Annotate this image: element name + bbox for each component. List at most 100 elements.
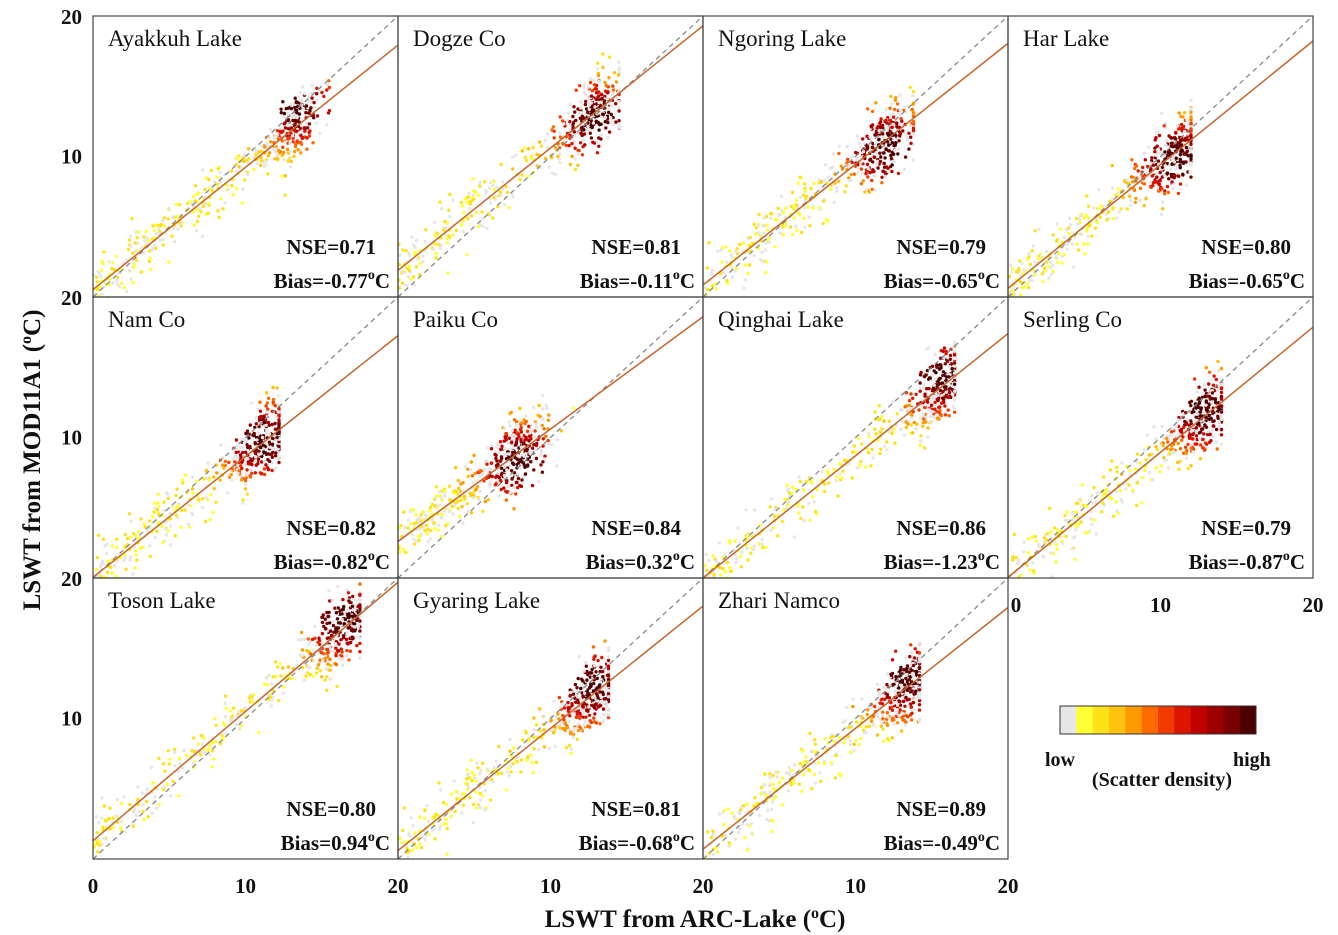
scatter-point <box>450 233 455 237</box>
scatter-point <box>1174 434 1178 438</box>
scatter-point <box>911 112 916 117</box>
scatter-point <box>256 431 260 435</box>
scatter-point <box>589 94 594 98</box>
scatter-point <box>532 405 536 410</box>
scatter-point <box>487 186 492 190</box>
scatter-point <box>600 92 604 97</box>
scatter-point <box>151 781 155 785</box>
scatter-point <box>459 200 464 205</box>
scatter-point <box>306 637 310 641</box>
scatter-point <box>204 468 209 473</box>
scatter-point <box>724 245 728 249</box>
scatter-point <box>713 586 716 589</box>
scatter-point <box>398 286 402 290</box>
scatter-point <box>1194 426 1199 430</box>
scatter-point <box>208 743 212 747</box>
scatter-point <box>542 427 546 431</box>
scatter-point <box>933 352 937 357</box>
scatter-point <box>313 624 317 628</box>
scatter-point <box>238 445 243 449</box>
scatter-point <box>257 730 261 735</box>
scatter-point <box>173 764 177 768</box>
scatter-point <box>1110 459 1114 463</box>
scatter-point <box>273 466 278 470</box>
scatter-point <box>1181 413 1186 417</box>
scatter-point <box>449 792 454 796</box>
scatter-point <box>820 469 824 474</box>
scatter-point <box>939 401 944 405</box>
scatter-point <box>1074 501 1078 506</box>
scatter-point <box>243 487 248 491</box>
scatter-point <box>431 247 436 252</box>
scatter-point <box>406 518 411 522</box>
scatter-point <box>544 434 548 438</box>
scatter-point <box>580 691 584 695</box>
scatter-point <box>530 761 534 765</box>
scatter-point <box>258 440 263 444</box>
scatter-point <box>321 659 325 663</box>
scatter-point <box>1207 382 1211 386</box>
scatter-point <box>813 509 818 514</box>
scatter-point <box>1051 233 1056 237</box>
scatter-point <box>1189 118 1193 122</box>
scatter-point <box>325 88 329 92</box>
scatter-point <box>466 195 470 199</box>
scatter-point <box>1112 514 1116 518</box>
scatter-point <box>943 362 947 366</box>
scatter-point <box>533 449 537 453</box>
scatter-points <box>93 385 281 583</box>
scatter-point <box>269 682 274 686</box>
scatter-point <box>909 423 914 427</box>
scatter-point <box>1147 453 1152 457</box>
scatter-point <box>230 184 234 188</box>
scatter-point <box>239 724 243 728</box>
scatter-point <box>340 612 344 616</box>
scatter-point <box>1080 483 1085 487</box>
scatter-point <box>1164 138 1169 143</box>
scatter-point <box>278 662 283 666</box>
scatter-point <box>177 756 182 761</box>
scatter-point <box>941 389 945 393</box>
scatter-point <box>582 132 587 136</box>
scatter-point <box>1055 528 1059 532</box>
scatter-point <box>1026 550 1030 555</box>
scatter-point <box>896 112 901 116</box>
scatter-point <box>469 511 474 515</box>
scatter-point <box>885 121 889 125</box>
scatter-point <box>882 151 886 155</box>
scatter-point <box>869 464 873 468</box>
scatter-point <box>428 505 433 510</box>
scatter-point <box>534 456 539 461</box>
scatter-point <box>562 706 567 710</box>
scatter-point <box>320 620 325 625</box>
scatter-point <box>1142 448 1146 452</box>
scatter-point <box>525 429 530 433</box>
scatter-point <box>576 131 580 136</box>
scatter-point <box>259 149 263 154</box>
scatter-point <box>1093 226 1098 230</box>
scatter-point <box>398 550 402 554</box>
scatter-point <box>212 486 216 491</box>
scatter-point <box>157 227 161 231</box>
scatter-point <box>96 580 99 583</box>
scatter-point <box>802 519 806 523</box>
scatter-point <box>241 445 245 449</box>
scatter-point <box>326 662 330 666</box>
scatter-point <box>722 271 726 275</box>
scatter-point <box>493 483 498 487</box>
scatter-point <box>535 152 539 157</box>
scatter-point <box>119 819 123 823</box>
scatter-point <box>1187 433 1192 438</box>
scatter-point <box>271 446 275 450</box>
scatter-point <box>1082 242 1086 246</box>
scatter-point <box>491 216 495 220</box>
scatter-point <box>178 203 182 207</box>
scatter-point <box>1065 247 1069 251</box>
scatter-point <box>209 493 213 497</box>
scatter-point <box>798 195 803 200</box>
regression-line <box>398 316 703 543</box>
scatter-point <box>928 420 932 424</box>
scatter-point <box>1219 427 1224 432</box>
scatter-point <box>173 534 177 538</box>
